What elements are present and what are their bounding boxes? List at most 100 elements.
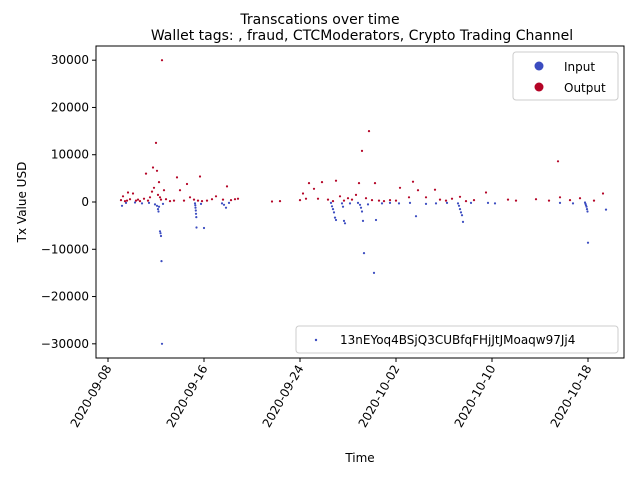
input-point xyxy=(372,271,376,274)
output-point xyxy=(506,198,510,201)
output-point xyxy=(270,200,274,203)
input-point xyxy=(388,201,392,204)
output-point xyxy=(472,199,476,202)
input-point xyxy=(356,201,360,204)
output-point xyxy=(151,166,155,169)
input-point xyxy=(460,214,464,217)
input-point xyxy=(332,211,336,214)
output-point xyxy=(175,176,179,179)
input-point xyxy=(160,342,164,345)
input-point xyxy=(361,219,365,222)
output-point xyxy=(320,181,324,184)
output-point xyxy=(346,197,350,200)
input-point xyxy=(604,208,608,211)
output-point xyxy=(377,199,381,202)
output-point xyxy=(556,160,560,163)
output-point xyxy=(148,196,152,199)
input-point xyxy=(414,215,418,218)
output-point xyxy=(126,191,130,194)
legend-input-marker xyxy=(534,61,544,71)
output-point xyxy=(205,199,209,202)
output-point xyxy=(131,192,135,195)
x-axis: 2020-09-08 2020-09-16 2020-09-24 2020-10-02… xyxy=(68,358,595,430)
input-point xyxy=(408,201,412,204)
x-tick-label: 2020-09-08 xyxy=(68,363,115,430)
input-point xyxy=(461,220,465,223)
output-point xyxy=(388,199,392,202)
y-tick-label: −20000 xyxy=(41,290,89,304)
chart-title: Wallet tags: , fraud, CTCModerators, Cry… xyxy=(151,28,573,44)
output-point xyxy=(592,199,596,202)
input-point xyxy=(140,202,144,205)
output-point xyxy=(458,195,462,198)
output-point xyxy=(168,200,172,203)
input-point xyxy=(469,201,473,204)
input-point xyxy=(157,205,161,208)
input-point xyxy=(153,203,157,206)
input-point xyxy=(194,209,197,212)
output-point xyxy=(278,200,282,203)
input-point xyxy=(193,202,197,205)
output-point xyxy=(307,182,311,185)
y-tick-label: 0 xyxy=(81,195,89,209)
output-point xyxy=(236,197,240,200)
input-point xyxy=(585,205,588,208)
output-point xyxy=(382,200,386,203)
legend-input-label: Input xyxy=(564,60,595,74)
y-tick-label: 10000 xyxy=(51,148,89,162)
output-point xyxy=(444,199,448,202)
input-point xyxy=(362,252,366,255)
output-point xyxy=(316,197,320,200)
x-tick-label: 2020-09-16 xyxy=(164,363,211,430)
output-point xyxy=(178,189,182,192)
input-point xyxy=(348,202,352,205)
input-point xyxy=(124,201,128,204)
output-point xyxy=(438,198,442,201)
output-point xyxy=(450,197,454,200)
output-point xyxy=(119,199,123,202)
output-point xyxy=(136,198,140,201)
input-point xyxy=(158,230,162,233)
input-point xyxy=(199,202,203,205)
y-axis-label: Tx Value USD xyxy=(15,162,29,244)
input-point xyxy=(195,216,198,219)
input-point xyxy=(424,202,428,205)
input-point xyxy=(160,260,163,263)
chart-suptitle: Transcations over time xyxy=(239,12,399,28)
input-point xyxy=(147,201,151,204)
output-point xyxy=(142,197,146,200)
legend-output-marker xyxy=(534,82,544,92)
output-point xyxy=(157,181,161,184)
output-point xyxy=(416,189,420,192)
input-point xyxy=(366,203,370,206)
output-point xyxy=(188,196,192,199)
input-point xyxy=(445,201,449,204)
input-point xyxy=(194,206,197,209)
output-point xyxy=(338,195,342,198)
output-point xyxy=(160,59,164,62)
input-point xyxy=(330,205,334,208)
output-point xyxy=(398,186,402,189)
output-point xyxy=(125,199,129,202)
output-point xyxy=(312,187,316,190)
input-point xyxy=(120,204,124,207)
y-tick-label: 20000 xyxy=(51,100,89,114)
output-point xyxy=(407,196,411,199)
input-point xyxy=(341,205,345,208)
output-point xyxy=(350,198,354,201)
input-point xyxy=(458,208,462,211)
y-tick-label: 30000 xyxy=(51,53,89,67)
x-axis-label: Time xyxy=(344,451,374,465)
output-point xyxy=(172,199,176,202)
output-point xyxy=(225,185,229,188)
input-point xyxy=(342,219,346,222)
input-point xyxy=(227,201,231,204)
output-point xyxy=(138,200,142,203)
input-point xyxy=(459,211,463,214)
input-point xyxy=(329,201,333,204)
output-point xyxy=(394,199,398,202)
input-point xyxy=(194,204,197,207)
input-point xyxy=(133,201,137,204)
output-point xyxy=(134,199,138,202)
input-point xyxy=(222,203,226,206)
